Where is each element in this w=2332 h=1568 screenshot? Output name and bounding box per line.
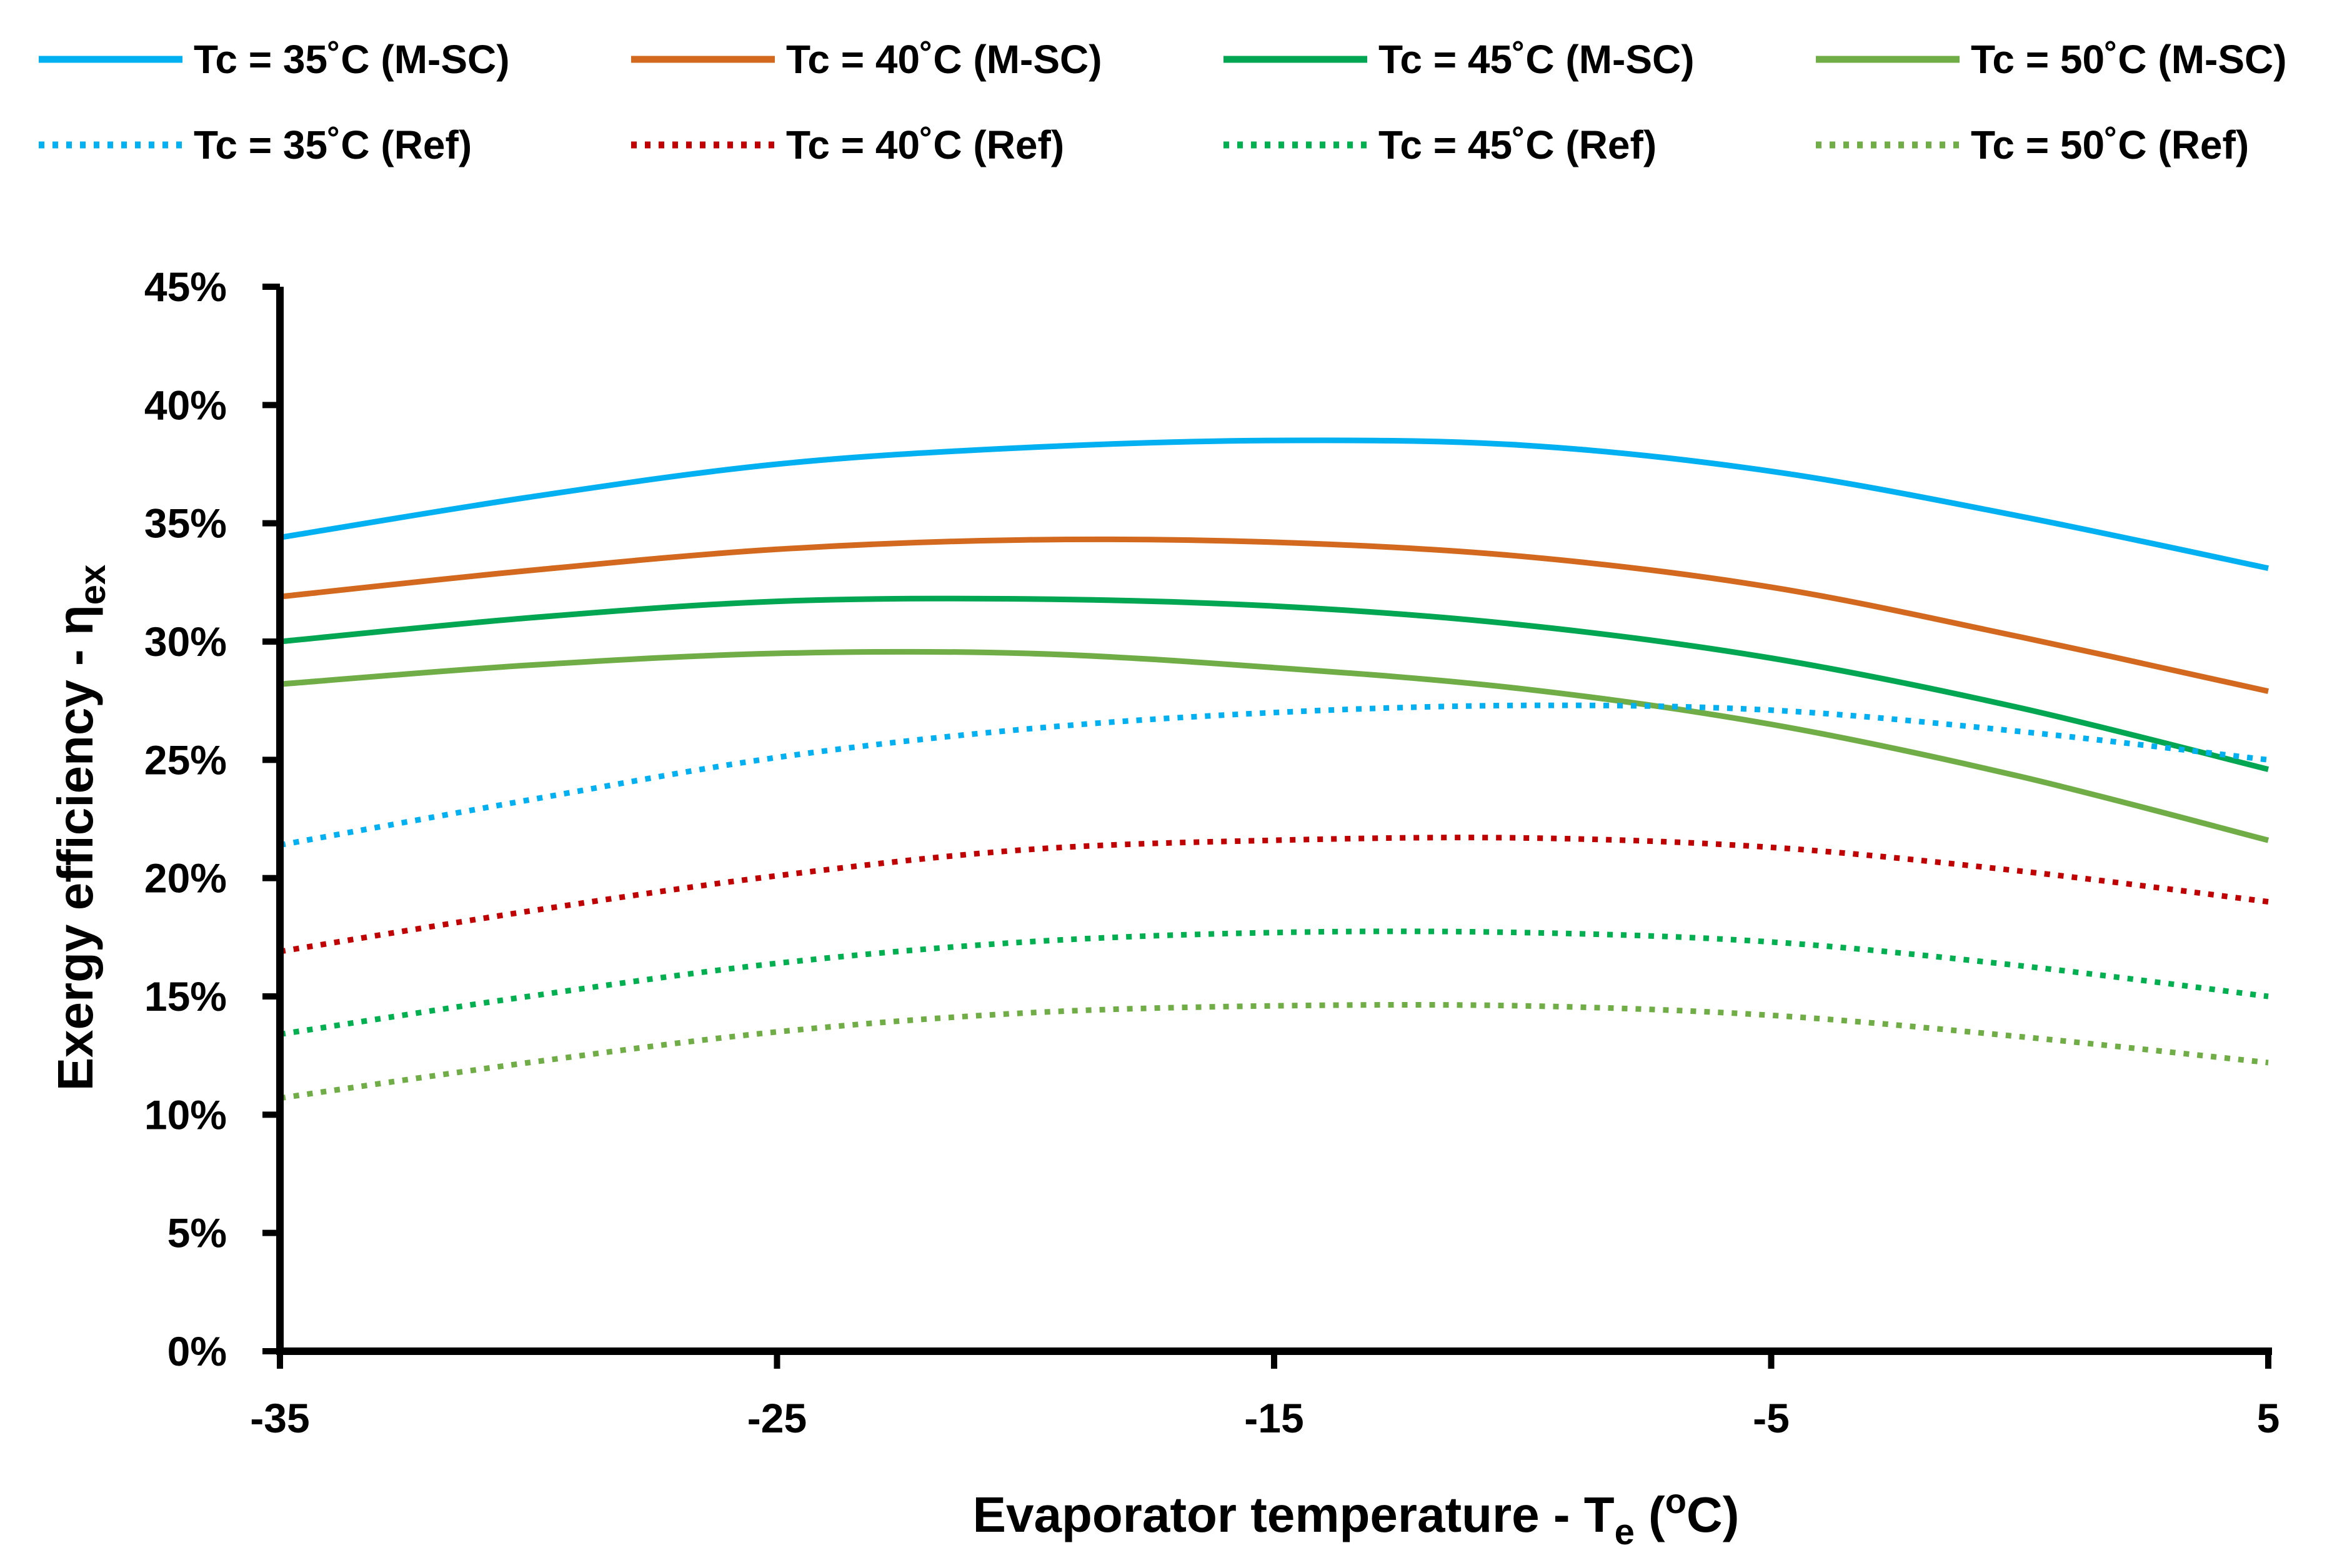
y-tick-label: 0% xyxy=(167,1328,227,1374)
x-tick-label: -35 xyxy=(250,1395,309,1441)
legend-label: Tc = 45˚C (Ref) xyxy=(1378,122,1657,167)
legend-label: Tc = 40˚C (Ref) xyxy=(786,122,1064,167)
legend-label: Tc = 50˚C (M-SC) xyxy=(1971,37,2287,82)
series-line-tc-50-c-ref xyxy=(279,1001,2269,1101)
legend-item-tc-45-c-ref: Tc = 45˚C (Ref) xyxy=(1223,122,1657,167)
y-tick-label: 45% xyxy=(144,264,227,310)
legend-label: Tc = 35˚C (M-SC) xyxy=(194,37,510,82)
series-line-tc-40-c-m-sc xyxy=(279,536,2269,694)
legend-item-tc-35-c-m-sc: Tc = 35˚C (M-SC) xyxy=(39,37,510,82)
x-axis-title: Evaporator temperature - Te (oC) xyxy=(973,1481,1740,1552)
y-tick-label: 30% xyxy=(144,618,227,665)
y-tick-label: 35% xyxy=(144,500,227,547)
x-tick-label: -25 xyxy=(747,1395,807,1441)
legend-item-tc-45-c-m-sc: Tc = 45˚C (M-SC) xyxy=(1223,37,1695,82)
legend-label: Tc = 35˚C (Ref) xyxy=(194,122,472,167)
legend-label: Tc = 40˚C (M-SC) xyxy=(786,37,1102,82)
series-line-tc-40-c-ref xyxy=(279,835,2269,955)
legend-item-tc-35-c-ref: Tc = 35˚C (Ref) xyxy=(39,122,472,167)
legend-item-tc-50-c-m-sc: Tc = 50˚C (M-SC) xyxy=(1816,37,2287,82)
plot-series xyxy=(279,437,2270,1101)
x-tick-label: 5 xyxy=(2257,1395,2280,1441)
x-tick-label: -15 xyxy=(1244,1395,1303,1441)
y-tick-label: 40% xyxy=(144,382,227,428)
y-axis-title: Exergy efficiency - ηex xyxy=(47,565,113,1091)
x-tick-label: -5 xyxy=(1753,1395,1790,1441)
legend-label: Tc = 45˚C (M-SC) xyxy=(1378,37,1695,82)
legend: Tc = 35˚C (M-SC) Tc = 40˚C (M-SC) Tc = 45˚… xyxy=(39,37,2287,167)
tick-labels: 0% 5% 10% 15% 20% 25% 30% 35% 40% 45% -35 -25 -15 -5 5 xyxy=(144,264,2280,1441)
axes xyxy=(262,284,2272,1369)
series-line-tc-50-c-m-sc xyxy=(279,648,2270,843)
y-tick-label: 5% xyxy=(167,1210,227,1256)
series-line-tc-45-c-ref xyxy=(279,928,2269,1038)
y-tick-label: 20% xyxy=(144,855,227,901)
legend-item-tc-50-c-ref: Tc = 50˚C (Ref) xyxy=(1816,122,2249,167)
legend-label: Tc = 50˚C (Ref) xyxy=(1971,122,2249,167)
y-tick-label: 15% xyxy=(144,973,227,1020)
legend-item-tc-40-c-ref: Tc = 40˚C (Ref) xyxy=(631,122,1064,167)
y-tick-label: 10% xyxy=(144,1091,227,1138)
series-line-tc-45-c-m-sc xyxy=(279,595,2270,772)
y-tick-label: 25% xyxy=(144,737,227,783)
legend-item-tc-40-c-m-sc: Tc = 40˚C (M-SC) xyxy=(631,37,1102,82)
series-line-tc-35-c-ref xyxy=(279,702,2269,848)
series-line-tc-35-c-m-sc xyxy=(279,437,2269,572)
